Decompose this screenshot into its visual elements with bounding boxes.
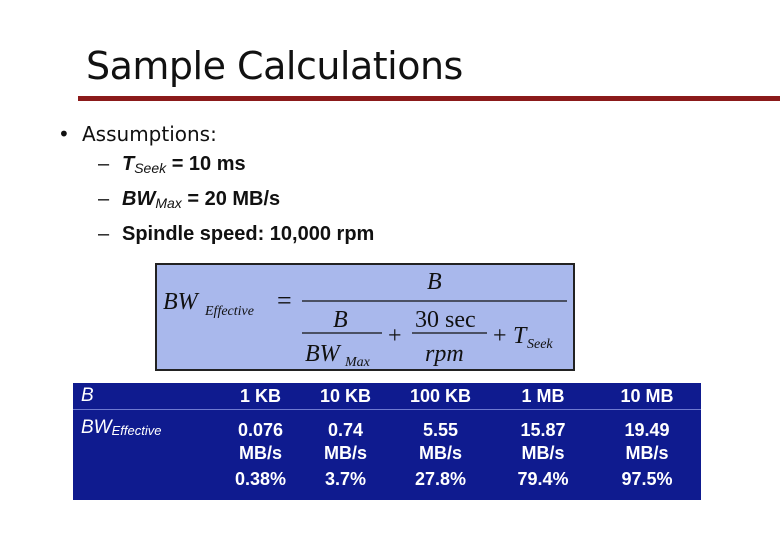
table-row-bw: BWEffective 0.076 0.74 5.55 15.87 19.49 bbox=[73, 409, 701, 442]
formula-box: BW Effective = B B BW Max + 30 sec rpm +… bbox=[155, 263, 575, 371]
slide-title: Sample Calculations bbox=[86, 44, 463, 88]
mid-numerator: 30 sec bbox=[415, 307, 476, 333]
cell-unit: MB/s bbox=[323, 443, 367, 463]
table-row-b: B 1 KB 10 KB 100 KB 1 MB 10 MB bbox=[73, 383, 701, 409]
title-divider bbox=[78, 96, 780, 101]
sub-max: Max bbox=[155, 195, 182, 211]
cell-pct: 0.38% bbox=[234, 469, 287, 489]
assumption-spindle: – Spindle speed: 10,000 rpm bbox=[98, 223, 374, 246]
var-t: T bbox=[122, 153, 135, 175]
results-grid: B 1 KB 10 KB 100 KB 1 MB 10 MB BWEffecti… bbox=[73, 383, 701, 490]
empty-cell bbox=[73, 442, 218, 464]
cell-b: 1 MB bbox=[521, 386, 565, 406]
var-bw: BW bbox=[122, 188, 156, 210]
bullet-text: Assumptions: bbox=[82, 122, 217, 146]
header-divider bbox=[73, 409, 701, 410]
dash-marker: – bbox=[98, 153, 110, 175]
cell-pct: 79.4% bbox=[517, 469, 569, 489]
cell-pct: 27.8% bbox=[414, 469, 467, 489]
row-label-bw: BWEffective bbox=[73, 409, 218, 442]
table-row-pct: 0.38% 3.7% 27.8% 79.4% 97.5% bbox=[73, 464, 701, 490]
dash-marker: – bbox=[98, 188, 110, 210]
bullet-marker: • bbox=[58, 122, 70, 146]
formula-lhs-sub: Effective bbox=[204, 304, 254, 319]
cell-bw: 0.076 bbox=[237, 419, 284, 440]
formula-tseek: T bbox=[513, 323, 528, 349]
cell-b: 100 KB bbox=[409, 386, 472, 406]
cell-unit: MB/s bbox=[521, 443, 565, 463]
cell-pct: 97.5% bbox=[621, 469, 673, 489]
formula-tseek-sub: Seek bbox=[527, 337, 553, 352]
formula-svg: BW Effective = B B BW Max + 30 sec rpm +… bbox=[163, 269, 567, 370]
mid-denominator: rpm bbox=[425, 341, 464, 367]
inner-denominator: BW bbox=[305, 341, 342, 367]
cell-unit: MB/s bbox=[625, 443, 669, 463]
assumption-bwmax: – BWMax = 20 MB/s bbox=[98, 188, 280, 211]
formula-equals: = bbox=[277, 286, 292, 315]
formula-top-numerator: B bbox=[427, 269, 442, 295]
cell-bw: 19.49 bbox=[624, 419, 670, 440]
inner-denominator-sub: Max bbox=[344, 355, 371, 370]
cell-b: 10 KB bbox=[319, 386, 372, 406]
cell-pct: 3.7% bbox=[324, 469, 367, 489]
value-tseek: = 10 ms bbox=[166, 153, 246, 175]
row-label-bw-sub: Effective bbox=[111, 423, 162, 438]
cell-b: 10 MB bbox=[620, 386, 674, 406]
cell-bw: 5.55 bbox=[422, 419, 459, 440]
table-row-unit: MB/s MB/s MB/s MB/s MB/s bbox=[73, 442, 701, 464]
value-bwmax: = 20 MB/s bbox=[181, 188, 281, 210]
row-label-b: B bbox=[81, 385, 94, 406]
row-label-bw-main: BW bbox=[81, 417, 112, 438]
dash-marker: – bbox=[98, 223, 110, 245]
formula-plus-2: + bbox=[493, 323, 507, 349]
assumption-tseek: – TSeek = 10 ms bbox=[98, 153, 246, 176]
formula-plus-1: + bbox=[388, 323, 402, 349]
sub-seek: Seek bbox=[134, 160, 167, 176]
bullet-assumptions: • Assumptions: bbox=[58, 122, 217, 146]
cell-bw: 0.74 bbox=[327, 419, 364, 440]
cell-bw: 15.87 bbox=[520, 419, 566, 440]
empty-cell bbox=[73, 464, 218, 490]
value-spindle: Spindle speed: 10,000 rpm bbox=[122, 223, 375, 245]
inner-numerator: B bbox=[333, 307, 348, 333]
formula-lhs: BW bbox=[163, 289, 200, 315]
cell-unit: MB/s bbox=[238, 443, 282, 463]
cell-unit: MB/s bbox=[418, 443, 462, 463]
results-table: B 1 KB 10 KB 100 KB 1 MB 10 MB BWEffecti… bbox=[73, 383, 701, 500]
cell-b: 1 KB bbox=[239, 386, 281, 406]
